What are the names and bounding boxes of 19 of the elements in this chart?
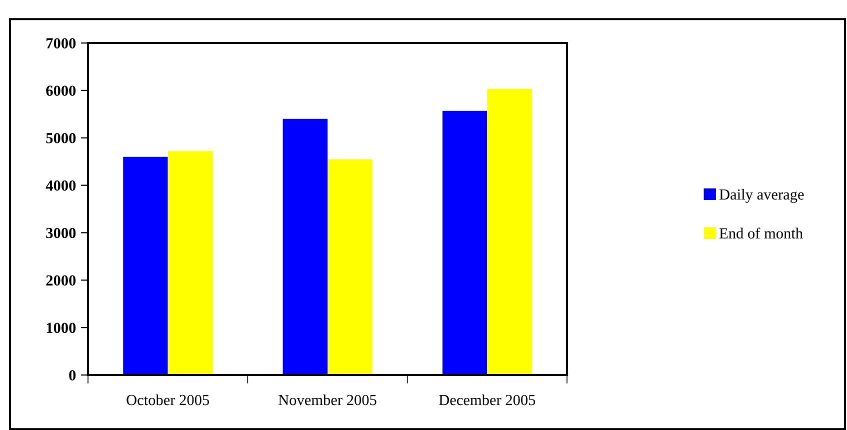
y-tick-label: 2000 [46, 275, 76, 286]
x-tick-label: October 2005 [126, 394, 210, 406]
x-tick-label: November 2005 [278, 394, 376, 406]
y-tick-label: 0 [69, 370, 76, 380]
y-tick-label: 1000 [46, 322, 76, 334]
y-tick-label: 7000 [46, 38, 76, 48]
x-tick-label: December 2005 [439, 394, 536, 406]
bar [168, 151, 213, 375]
y-tick-label: 3000 [46, 228, 76, 238]
bar [487, 89, 532, 375]
bar [442, 110, 488, 375]
legend-label: End of month [719, 228, 803, 239]
bar [123, 156, 168, 375]
y-tick-label: 4000 [46, 180, 76, 191]
legend-label: Daily average [719, 188, 804, 203]
y-tick-label: 5000 [46, 133, 76, 144]
bar [282, 118, 328, 375]
bar [328, 159, 372, 375]
y-tick-label: 6000 [46, 86, 76, 96]
